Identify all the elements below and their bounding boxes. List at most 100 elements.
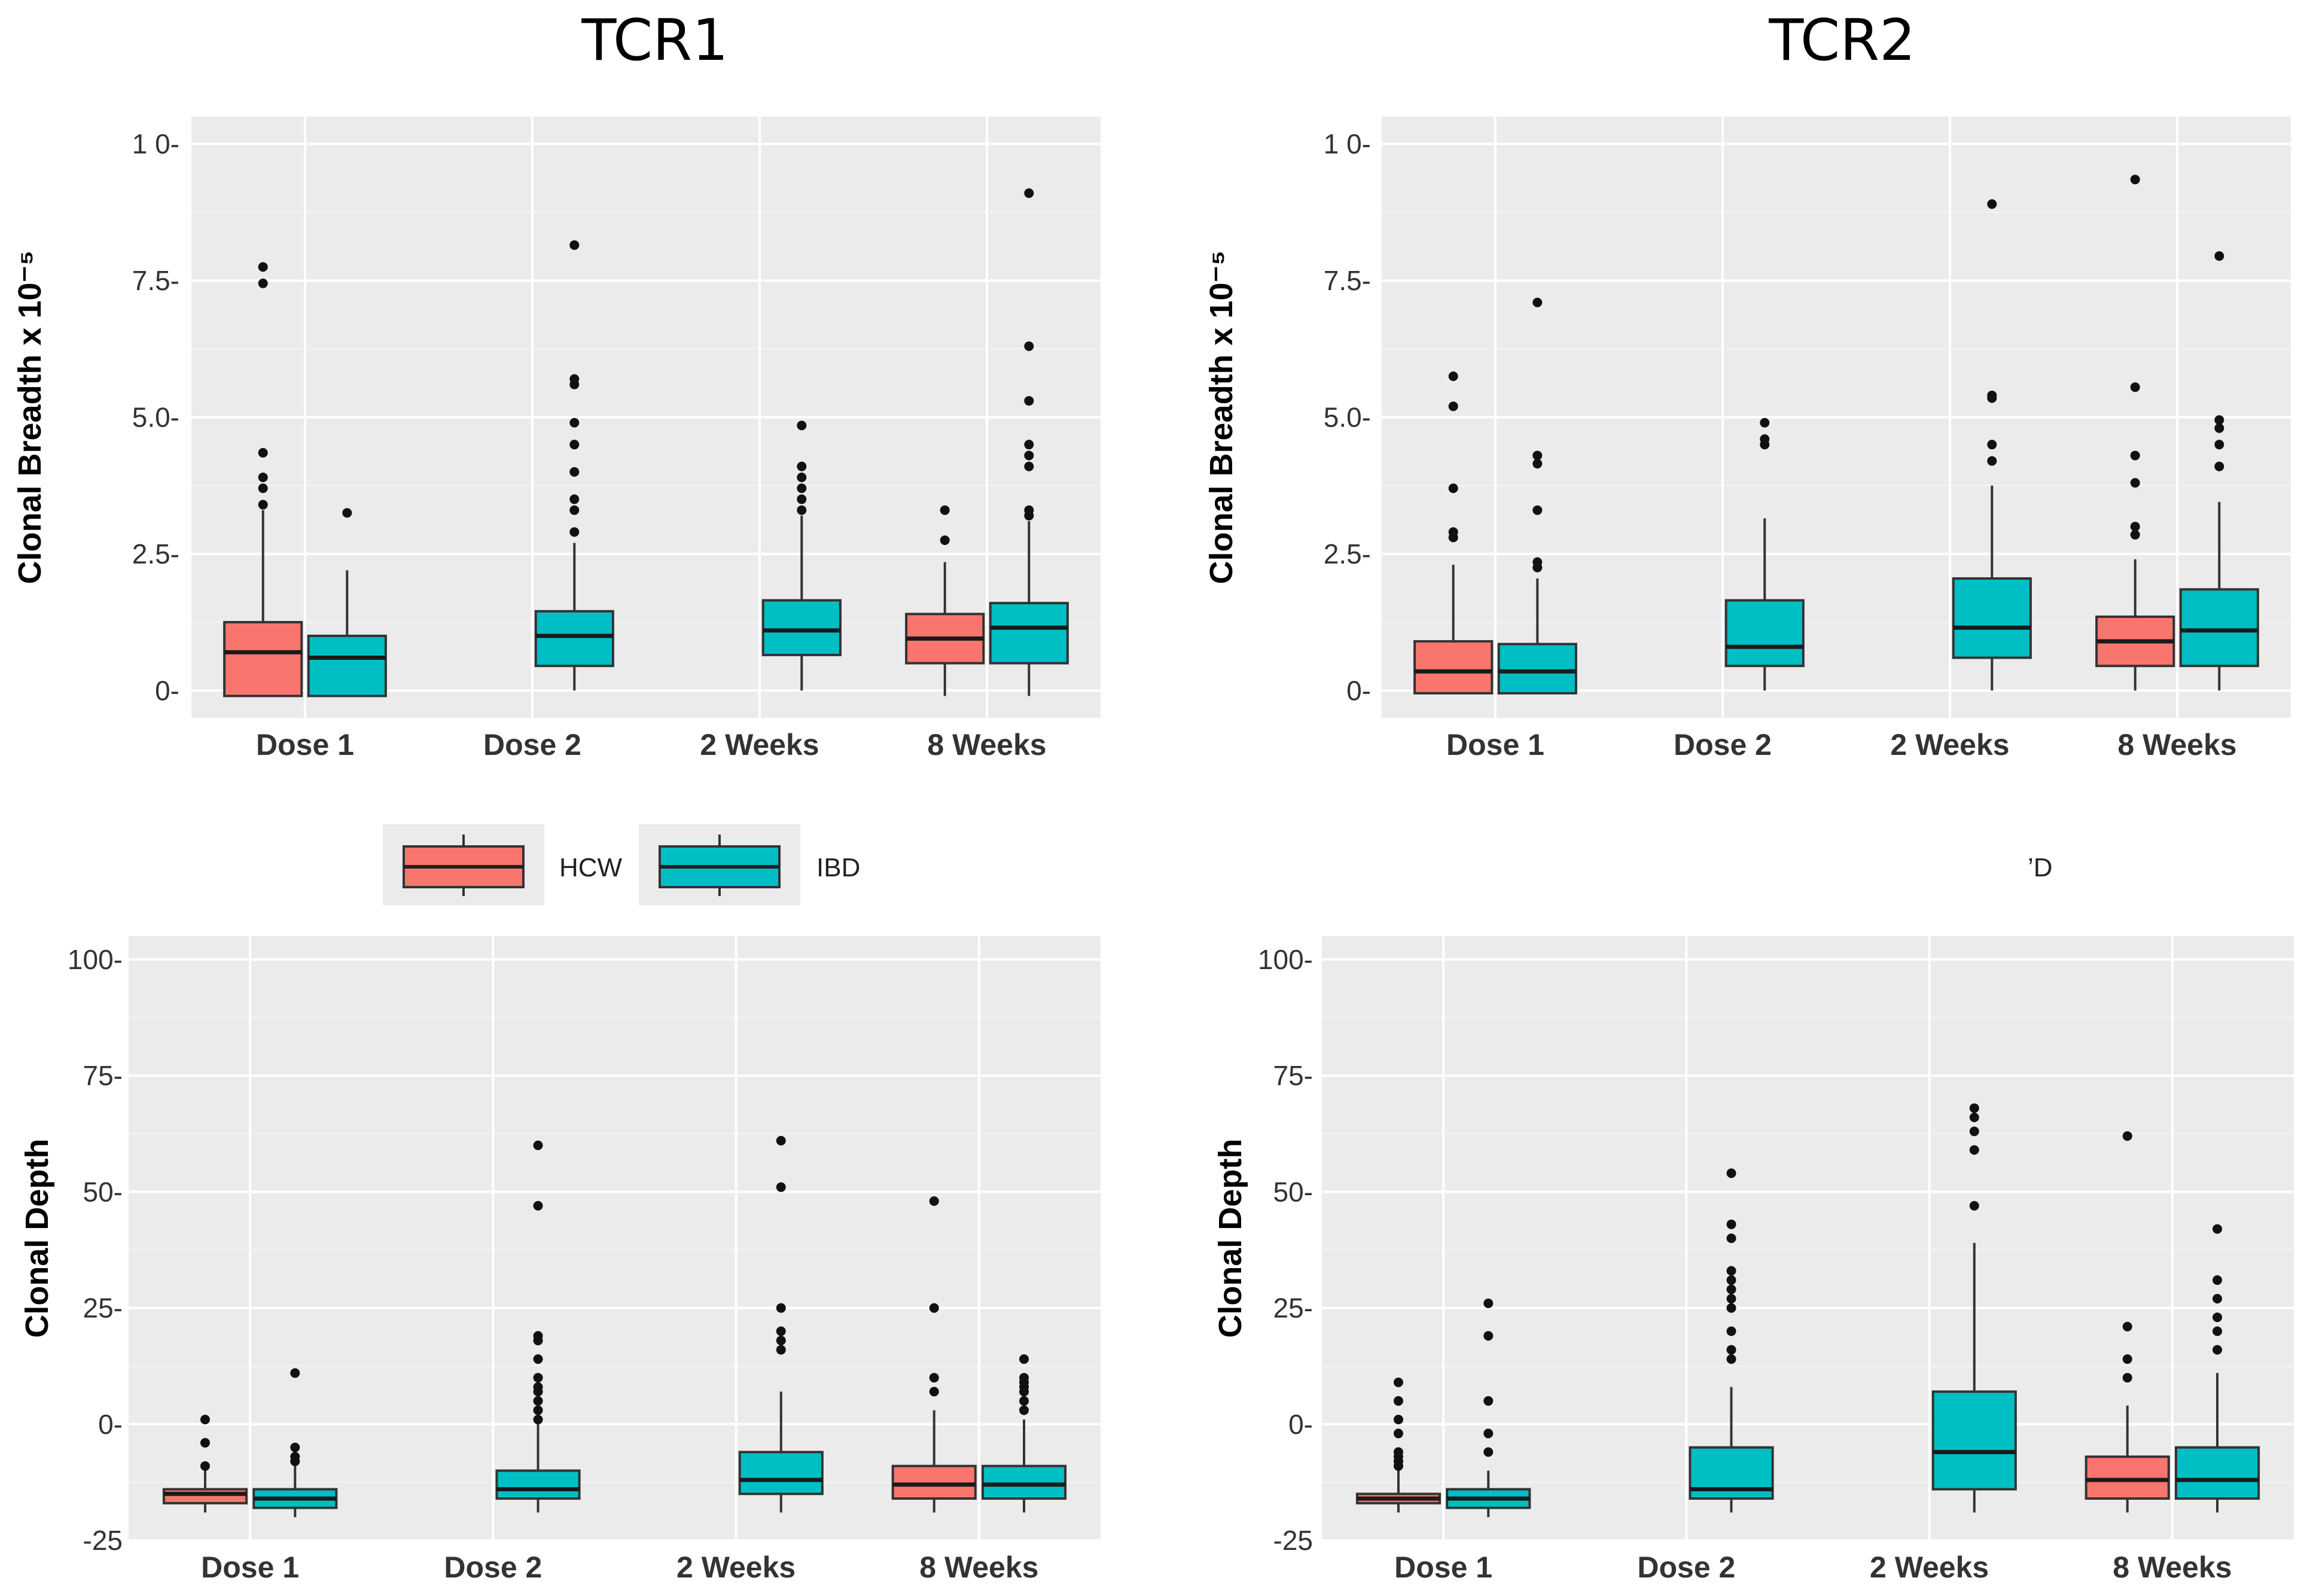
outlier-point — [533, 1405, 543, 1415]
x-tick-label: Dose 2 — [1674, 728, 1772, 762]
box-ibd — [534, 610, 614, 668]
x-tick-label: Dose 2 — [483, 728, 581, 762]
outlier-point — [929, 1303, 939, 1313]
outlier-point — [1024, 396, 1034, 406]
outlier-point — [200, 1437, 210, 1448]
outlier-point — [797, 483, 807, 494]
legend-label-hcw: HCW — [559, 853, 623, 882]
outlier-point — [776, 1345, 786, 1355]
outlier-point — [2214, 440, 2224, 450]
box-hcw — [891, 1464, 977, 1500]
x-tick-label: 8 Weeks — [2113, 1551, 2232, 1584]
outlier-point — [1726, 1345, 1736, 1355]
outlier-point — [533, 1201, 543, 1211]
outlier-point — [569, 494, 580, 504]
outlier-point — [1532, 459, 1543, 469]
box-ibd — [981, 1464, 1067, 1500]
y-tick-label: 7.5- — [132, 265, 179, 296]
x-tick-label: Dose 1 — [1394, 1551, 1492, 1584]
outlier-point — [533, 1331, 543, 1341]
outlier-point — [1448, 401, 1458, 412]
y-tick-label: 100- — [1258, 944, 1313, 975]
x-tick-label: 2 Weeks — [700, 728, 819, 762]
outlier-point — [258, 483, 268, 494]
outlier-point — [797, 473, 807, 482]
outlier-point — [2214, 461, 2224, 471]
legend-label-ibd: IBD — [816, 853, 860, 882]
y-tick-label: 50- — [1273, 1176, 1313, 1207]
outlier-point — [1019, 1373, 1029, 1383]
panel-tcr1-clonal-breadth: 0- 2.5- 5.0- 7.5- 1 0- Dose 1 Dose 2 2 Weeks 8 W… — [12, 117, 1101, 762]
box-hcw — [2085, 1455, 2170, 1500]
outlier-point — [200, 1461, 210, 1471]
outlier-point — [1483, 1396, 1494, 1406]
y-tick-label: 7.5- — [1324, 265, 1371, 296]
outlier-point — [1024, 505, 1034, 515]
outlier-point — [1532, 297, 1543, 307]
outlier-point — [1024, 341, 1034, 351]
outlier-point — [533, 1354, 543, 1364]
panel-tcr2-clonal-depth: -25 0- 25- 50- 75- 100- Dose 1 Dose 2 2 Weeks 8 W… — [1212, 936, 2294, 1584]
outlier-point — [569, 467, 580, 477]
y-tick-label: 0- — [155, 675, 179, 706]
outlier-point — [533, 1140, 543, 1150]
box-ibd — [761, 599, 842, 656]
outlier-point — [1393, 1415, 1403, 1424]
outlier-point — [1448, 483, 1458, 494]
outlier-point — [2213, 1294, 2223, 1303]
outlier-point — [258, 278, 268, 288]
outlier-point — [1726, 1266, 1736, 1276]
outlier-point — [258, 499, 268, 510]
outlier-point — [1393, 1396, 1403, 1406]
x-tick-label: Dose 1 — [1446, 728, 1544, 762]
y-tick-label: -25 — [83, 1525, 123, 1556]
box-ibd — [2174, 1446, 2260, 1500]
x-tick-label: 8 Weeks — [2117, 728, 2236, 762]
y-tick-label: 1 0- — [1324, 129, 1371, 160]
y-tick-label: 5.0- — [1324, 402, 1371, 433]
outlier-point — [290, 1442, 300, 1452]
outlier-point — [1448, 527, 1458, 537]
outlier-point — [1726, 1233, 1736, 1243]
outlier-point — [776, 1326, 786, 1336]
outlier-point — [569, 374, 580, 384]
x-tick-label: 8 Weeks — [919, 1551, 1038, 1584]
outlier-point — [258, 262, 268, 272]
y-tick-label: 25- — [83, 1293, 123, 1324]
column-title-tcr2: TCR2 — [1768, 8, 1915, 74]
outlier-point — [569, 527, 580, 537]
box-hcw — [1413, 640, 1494, 695]
outlier-point — [1760, 434, 1770, 444]
box-hcw — [223, 621, 303, 698]
outlier-point — [1726, 1294, 1736, 1303]
outlier-point — [2213, 1275, 2223, 1285]
x-tick-label: Dose 1 — [256, 728, 354, 762]
outlier-point — [2122, 1373, 2132, 1383]
outlier-point — [533, 1373, 543, 1383]
x-tick-label: Dose 2 — [1637, 1551, 1735, 1584]
x-tick-label: 2 Weeks — [1890, 728, 2009, 762]
outlier-point — [1987, 199, 1997, 209]
box-ibd — [1952, 577, 2032, 659]
outlier-point — [1987, 390, 1997, 400]
outlier-point — [569, 505, 580, 515]
outlier-point — [797, 494, 807, 504]
legend-fragment-right: ’D — [2028, 853, 2053, 882]
box-ibd — [1724, 599, 1805, 668]
y-tick-label: 0- — [1346, 675, 1371, 706]
y-tick-label: 0- — [1288, 1409, 1313, 1440]
x-tick-label: 2 Weeks — [676, 1551, 796, 1584]
outlier-point — [1726, 1326, 1736, 1336]
outlier-point — [290, 1368, 300, 1378]
y-tick-label: 5.0- — [132, 402, 179, 433]
outlier-point — [1969, 1103, 1979, 1113]
outlier-point — [2214, 251, 2224, 261]
outlier-point — [776, 1182, 786, 1192]
panel-background — [129, 936, 1101, 1540]
outlier-point — [797, 421, 807, 431]
outlier-point — [1726, 1303, 1736, 1313]
outlier-point — [1532, 505, 1543, 515]
outlier-point — [2130, 529, 2140, 540]
outlier-point — [940, 535, 950, 546]
